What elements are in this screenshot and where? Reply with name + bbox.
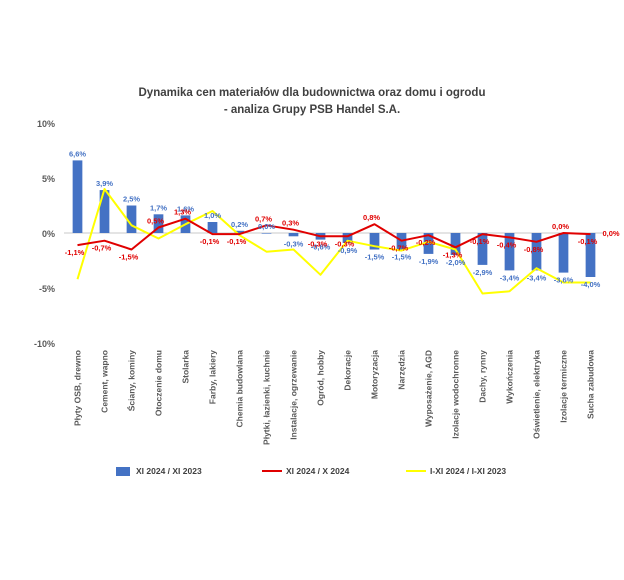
line-data-label: 0,3%: [282, 219, 299, 228]
legend: XI 2024 / XI 2023 XI 2024 / X 2024 I-XI 20…: [116, 466, 506, 476]
category-label: Motoryzacja: [370, 350, 380, 399]
bar-data-label: -4,0%: [581, 280, 601, 289]
bar-data-label: -3,4%: [500, 273, 520, 282]
category-label: Płytki, łazienki, kuchnie: [262, 350, 272, 445]
bar-data-label: 3,9%: [96, 179, 113, 188]
bar-data-label: -1,5%: [392, 253, 412, 262]
bar: [477, 233, 488, 265]
bar: [558, 233, 569, 273]
line-data-label: 0,0%: [552, 222, 569, 231]
line-series-group: [76, 188, 591, 295]
category-label: Płyty OSB, drewno: [73, 350, 83, 426]
category-label: Wyposażenie, AGD: [424, 350, 434, 427]
category-label: Ściany, kominy: [126, 350, 137, 412]
bar-data-label: 1,7%: [150, 203, 167, 212]
bar: [423, 233, 434, 254]
line-data-label: -0,3%: [335, 239, 355, 248]
line-data-label: 0,7%: [255, 214, 272, 223]
line-data-label: 1,3%: [174, 208, 191, 217]
line-data-label: -1,1%: [65, 248, 85, 257]
bar-data-label: 1,6%: [177, 204, 194, 213]
bar-data-label: -2,0%: [446, 258, 466, 267]
line-series-xi-x: [77, 217, 591, 251]
category-label: Oświetlenie, elektryka: [532, 350, 542, 439]
line-data-label: -0,8%: [524, 245, 544, 254]
chart-title: Dynamika cen materiałów dla budownictwa …: [139, 87, 486, 99]
line-data-label: -0,3%: [308, 239, 328, 248]
legend-swatch-bar: [116, 467, 130, 476]
y-tick-label: 0%: [42, 229, 55, 239]
bar: [72, 160, 83, 233]
category-label: Cement, wapno: [100, 350, 110, 413]
bar: [288, 233, 299, 237]
category-label: Wykończenia: [505, 350, 515, 404]
line-data-label-trailing: 0,0%: [603, 229, 620, 238]
y-tick-label: 10%: [37, 119, 55, 129]
line-data-label: -0,1%: [227, 237, 247, 246]
category-label: Izolacje termiczne: [559, 350, 569, 423]
bar-data-label: -3,6%: [554, 276, 574, 285]
category-label: Sucha zabudowa: [586, 350, 596, 419]
bar-data-label: -2,9%: [473, 268, 493, 277]
bar-data-label: -1,9%: [419, 257, 439, 266]
category-labels-group: Płyty OSB, drewno Cement, wapno Ściany, ko…: [73, 350, 596, 445]
y-tick-label: -10%: [34, 339, 55, 349]
bar-data-label: 0,2%: [231, 220, 248, 229]
line-series-i-xi: [76, 188, 591, 295]
bar: [450, 233, 461, 255]
bar-data-label: -0,6%: [311, 243, 331, 252]
category-label: Chemia budowlana: [235, 350, 245, 428]
bar: [207, 222, 218, 233]
y-tick-label: 5%: [42, 174, 55, 184]
category-label: Dekoracje: [343, 350, 353, 391]
chart-subtitle: - analiza Grupy PSB Handel S.A.: [224, 104, 400, 116]
category-label: Narzędzia: [397, 350, 407, 390]
bar-data-label: -1,5%: [365, 253, 385, 262]
bar-data-label: -3,4%: [527, 273, 547, 282]
bar: [99, 190, 110, 233]
category-label: Otoczenie domu: [154, 350, 164, 416]
bar: [234, 230, 245, 233]
line-data-label: -0,1%: [200, 237, 220, 246]
y-tick-label: -5%: [39, 284, 55, 294]
line-data-label: -0,7%: [389, 244, 409, 253]
category-label: Dachy, rynny: [478, 350, 488, 403]
category-label: Izolacje wodochronne: [451, 350, 461, 439]
line-data-label: -0,7%: [92, 244, 112, 253]
bar: [369, 233, 380, 250]
bar: [342, 233, 353, 243]
bar-data-label: -0,3%: [284, 239, 304, 248]
bar-data-label: 1,0%: [204, 211, 221, 220]
line-data-label: -1,3%: [443, 250, 463, 259]
category-label: Ogród, hobby: [316, 350, 326, 406]
line-data-label: -0,1%: [578, 237, 598, 246]
legend-label: XI 2024 / X 2024: [286, 466, 350, 476]
bar: [126, 205, 137, 233]
line-data-label: 0,5%: [147, 217, 164, 226]
bar: [504, 233, 515, 271]
bar: [531, 233, 542, 271]
legend-label: XI 2024 / XI 2023: [136, 466, 202, 476]
bar-data-label: -0,9%: [338, 246, 358, 255]
bar-labels-group: 6,6%3,9%2,5%1,7% 1,6%1,0%0,2% 0,0%-0,3% -0,…: [69, 149, 601, 289]
line-data-label: 0,8%: [363, 213, 380, 222]
bar: [153, 214, 164, 233]
bar-data-label: 6,6%: [69, 149, 86, 158]
line-data-label: -0,1%: [470, 237, 490, 246]
bar: [585, 233, 596, 277]
line-labels-group: -1,1% -0,7%-1,5%0,5%1,3%-0,1% -0,1%0,7% 0,3…: [65, 208, 620, 262]
bar: [261, 233, 272, 234]
legend-label: I-XI 2024 / I-XI 2023: [430, 466, 506, 476]
line-data-label: -1,5%: [119, 253, 139, 262]
category-label: Farby, lakiery: [208, 350, 218, 404]
bar-data-label: 2,5%: [123, 195, 140, 204]
category-label: Stolarka: [181, 350, 191, 384]
line-data-label: -0,2%: [416, 238, 436, 247]
category-label: Instalacje, ogrzewanie: [289, 350, 299, 440]
line-data-label: -0,4%: [497, 240, 517, 249]
y-axis-labels: 10% 5% 0% -5% -10%: [34, 119, 55, 349]
bar-data-label: 0,0%: [258, 222, 275, 231]
